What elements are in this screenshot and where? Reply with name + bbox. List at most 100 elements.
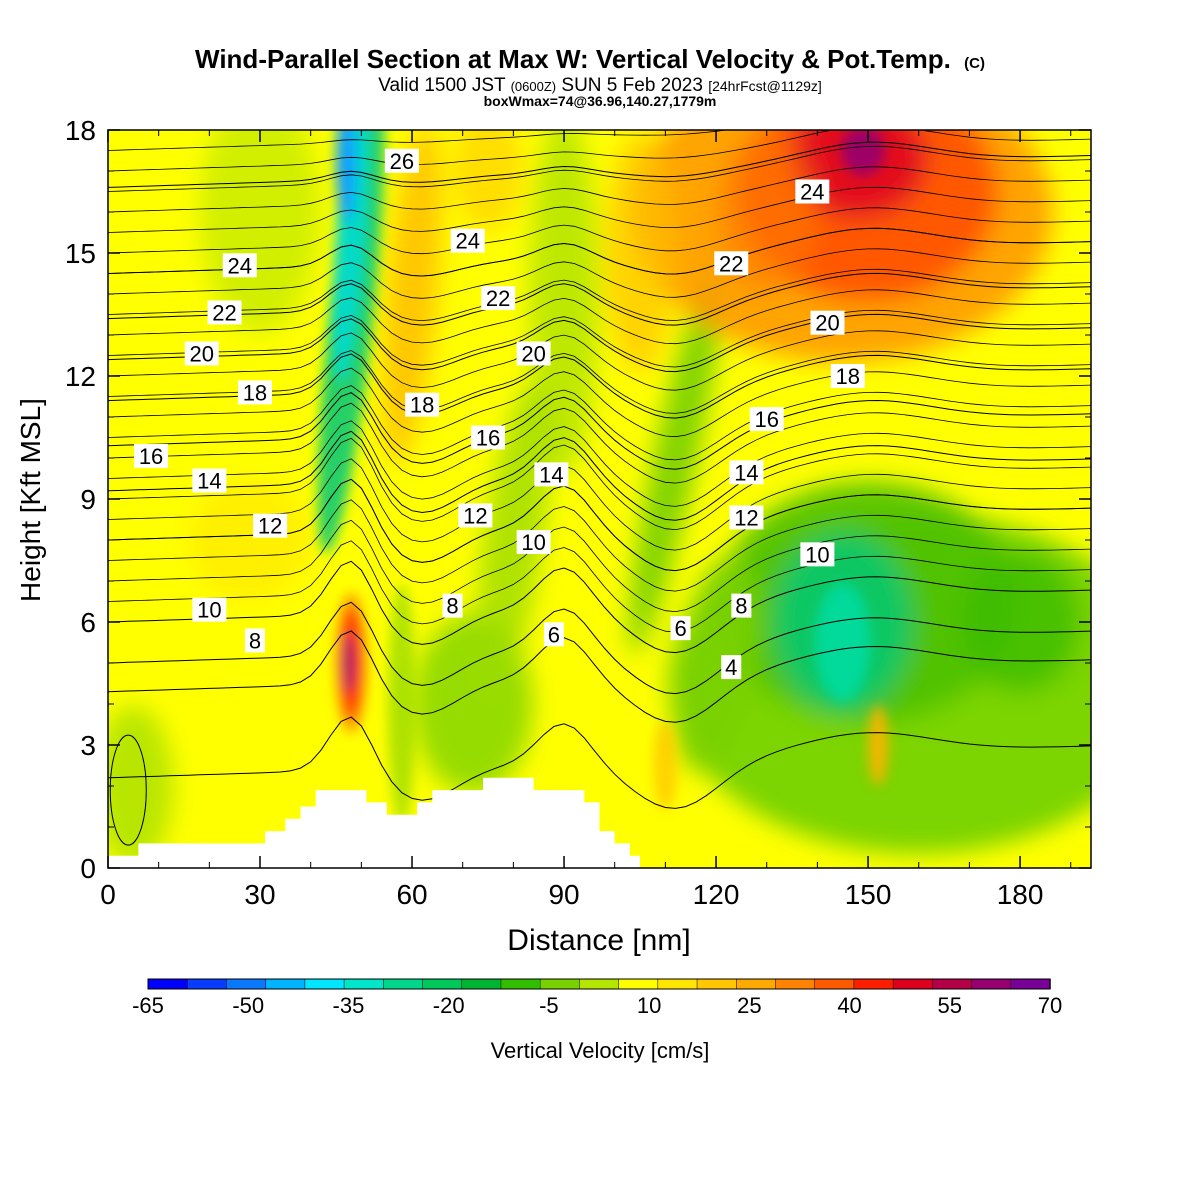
isentrope-label-text: 24 — [456, 229, 480, 254]
isentrope-label: 20 — [810, 310, 845, 336]
isentrope-label: 18 — [405, 392, 440, 418]
terrain-mask — [108, 777, 1091, 868]
contour-labels: 8 10 12 14 16 18 20 22 24 26 24 22 20 18 16 14 12 10 8 6 6 4 8… — [134, 148, 865, 680]
isentrope-label: 20 — [516, 341, 551, 366]
isentrope-label-text: 18 — [410, 393, 434, 418]
velocity-shading — [108, 706, 174, 866]
velocity-core — [343, 633, 354, 693]
velocity-shading — [960, 552, 1081, 692]
isentrope-label-box — [384, 148, 419, 173]
isentrope-label-text: 8 — [249, 628, 261, 653]
isentrope-label-text: 14 — [197, 469, 221, 494]
colorbar-swatch — [853, 978, 894, 990]
colorbar-swatch — [618, 978, 659, 990]
isentrope-label-box — [729, 460, 764, 485]
isentrope-label-box — [481, 286, 516, 311]
isentrope-label-box — [237, 380, 272, 405]
velocity-shading — [476, 381, 551, 699]
y-tick-label: 18 — [65, 115, 96, 146]
colorbar-swatch — [265, 978, 306, 990]
isentrope-line — [108, 385, 1091, 461]
isentrope-line — [108, 145, 1091, 192]
isentrope-label-box — [721, 655, 742, 680]
colorbar-swatch — [422, 978, 463, 990]
isentrope-label-box — [749, 407, 784, 432]
isentrope-label-text: 24 — [228, 253, 252, 278]
isentrope-label: 8 — [442, 593, 463, 619]
isentrope-label: 18 — [830, 364, 865, 389]
isentrope-line — [108, 519, 1091, 613]
x-tick-label: 150 — [845, 879, 892, 910]
isentrope-label: 20 — [184, 341, 219, 366]
isentrope-label-text: 20 — [189, 341, 213, 366]
colorbar-tick-label: 70 — [1038, 993, 1062, 1018]
isentrope-line — [108, 313, 1091, 373]
isentrope-label: 14 — [192, 468, 227, 494]
isentrope-label: 24 — [450, 228, 485, 254]
forecast-info: [24hrFcst@1129z] — [708, 78, 822, 94]
box-wmax-info: boxWmax=74@36.96,140.27,1779m — [484, 93, 717, 109]
isentrope-label-box — [442, 593, 463, 618]
isentrope-label: 16 — [134, 443, 169, 469]
isentrope-label-text: 10 — [521, 530, 545, 555]
x-axis-label: Distance [nm] — [507, 924, 690, 957]
isentrope-label-box — [800, 542, 835, 567]
isentrope-label-box — [405, 392, 440, 417]
plot-area: 8 10 12 14 16 18 20 22 24 26 24 22 20 18 16 14 12 10 8 6 6 4 8… — [108, 130, 1091, 868]
isentrope-label: 12 — [253, 513, 288, 539]
isentrope-label-text: 12 — [463, 503, 487, 528]
svg-text:Wind-Parallel Section at Max W: Wind-Parallel Section at Max W: Vertical… — [195, 44, 985, 74]
isentrope-line — [108, 272, 1091, 326]
velocity-shading — [189, 480, 310, 600]
isentrope-label-box — [731, 593, 752, 618]
isentrope-label: 8 — [244, 628, 265, 653]
colorbar: -65 -50 -35 -20 -5 10 25 40 55 70 — [132, 978, 1062, 1018]
colorbar-label: Vertical Velocity [cm/s] — [491, 1038, 710, 1063]
isentrope-line — [108, 392, 1091, 470]
isentrope-label-text: 6 — [548, 622, 560, 647]
isentrope-line — [108, 402, 1091, 484]
isentrope-label-box — [253, 513, 288, 538]
isentrope-label-text: 16 — [476, 426, 500, 451]
colorbar-tick-label: 40 — [837, 993, 861, 1018]
isentrope-label: 12 — [458, 503, 493, 528]
x-tick-label: 30 — [244, 879, 275, 910]
velocity-core — [387, 584, 416, 824]
x-tick-label: 60 — [396, 879, 427, 910]
colorbar-swatch — [971, 978, 1012, 990]
y-tick-label: 12 — [65, 361, 96, 392]
isentrope-label-text: 20 — [521, 341, 545, 366]
isentrope-label-text: 22 — [486, 286, 510, 311]
colorbar-swatch — [657, 978, 698, 990]
isentrope-label-box — [222, 253, 257, 278]
x-tick-label: 120 — [693, 879, 740, 910]
chart-title: Wind-Parallel Section at Max W: Vertical… — [195, 44, 951, 74]
colorbar-tick-label: 10 — [637, 993, 661, 1018]
colorbar-swatch — [186, 978, 228, 990]
colorbar-swatch — [736, 978, 777, 990]
isentrope-label-box — [534, 462, 569, 487]
isentrope-line — [108, 130, 730, 151]
isentrope-label: 16 — [749, 407, 784, 432]
isentrope-line — [108, 268, 1091, 322]
x-tick-label: 180 — [997, 879, 1044, 910]
isentrope-line — [108, 227, 1091, 277]
potential-temperature-contours — [108, 130, 1091, 846]
isentrope-label-box — [729, 505, 764, 530]
isentrope-line — [108, 330, 1091, 391]
isentrope-label-text: 14 — [734, 460, 758, 485]
isentrope-label-text: 22 — [719, 251, 743, 276]
isentrope-label: 10 — [516, 530, 551, 555]
valid-date: SUN 5 Feb 2023 — [561, 75, 703, 96]
velocity-shading — [453, 130, 524, 231]
colorbar-tick-label: -50 — [232, 993, 264, 1018]
isentrope-label-box — [244, 628, 265, 653]
colorbar-swatch — [696, 978, 738, 990]
y-axis: 0 3 6 9 12 15 18 — [65, 115, 1091, 884]
isentrope-label-box — [458, 503, 493, 528]
isentrope-line — [108, 309, 1091, 368]
colorbar-tick-label: -5 — [539, 993, 559, 1018]
colorbar-swatch — [226, 978, 267, 990]
isentrope-line — [108, 560, 1091, 654]
